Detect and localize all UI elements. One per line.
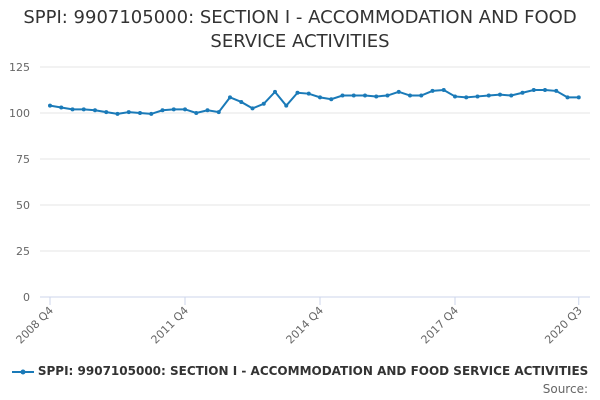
point xyxy=(160,108,165,113)
point xyxy=(340,93,345,98)
point xyxy=(295,90,300,95)
point xyxy=(531,88,536,92)
point xyxy=(363,93,367,98)
point xyxy=(486,93,491,98)
point xyxy=(520,90,525,95)
point xyxy=(441,88,446,92)
point xyxy=(419,93,424,98)
point xyxy=(374,94,379,99)
point xyxy=(171,107,176,112)
point xyxy=(498,92,502,97)
point xyxy=(194,111,199,115)
point xyxy=(475,94,480,99)
point xyxy=(228,95,232,100)
point xyxy=(430,88,435,93)
y-tick-label: 0 xyxy=(23,291,30,304)
point xyxy=(205,108,210,113)
legend-swatch xyxy=(11,369,34,374)
x-tick-label: 2020 Q3 xyxy=(542,304,585,347)
point xyxy=(126,110,131,115)
point xyxy=(543,88,547,92)
point xyxy=(396,89,401,94)
point xyxy=(351,93,356,98)
point xyxy=(59,105,64,110)
point xyxy=(48,103,52,108)
point xyxy=(329,97,334,102)
point xyxy=(261,101,266,106)
point xyxy=(318,95,322,100)
x-tick-label: 2011 Q4 xyxy=(149,304,192,347)
point xyxy=(385,93,390,98)
x-tick-label: 2008 Q4 xyxy=(14,304,57,347)
y-tick-label: 100 xyxy=(9,107,30,120)
point xyxy=(70,107,75,112)
point xyxy=(183,107,187,112)
point xyxy=(273,89,277,94)
point xyxy=(239,99,244,104)
y-tick-label: 125 xyxy=(9,61,30,74)
legend: SPPI: 9907105000: SECTION I - ACCOMMODAT… xyxy=(0,364,600,378)
point xyxy=(464,95,469,100)
point xyxy=(306,91,311,96)
point xyxy=(115,111,120,116)
legend-label: SPPI: 9907105000: SECTION I - ACCOMMODAT… xyxy=(37,364,589,378)
point xyxy=(216,110,221,115)
point xyxy=(554,88,559,93)
x-tick-label: 2014 Q4 xyxy=(284,304,327,347)
point xyxy=(149,111,154,116)
point xyxy=(81,107,86,112)
point xyxy=(408,93,412,98)
source: Source: xyxy=(542,382,588,396)
point xyxy=(453,94,457,99)
y-tick-label: 75 xyxy=(16,153,30,166)
point xyxy=(138,111,142,115)
point xyxy=(576,95,581,100)
x-tick-label: 2017 Q4 xyxy=(419,304,462,347)
point xyxy=(284,103,289,108)
point xyxy=(565,95,570,100)
point xyxy=(104,110,109,115)
y-tick-label: 50 xyxy=(16,199,30,212)
chart-title: SPPI: 9907105000: SECTION I - ACCOMMODAT… xyxy=(23,7,577,52)
point xyxy=(93,108,97,113)
point xyxy=(509,93,514,98)
y-tick-label: 25 xyxy=(16,245,30,258)
point xyxy=(250,106,255,111)
